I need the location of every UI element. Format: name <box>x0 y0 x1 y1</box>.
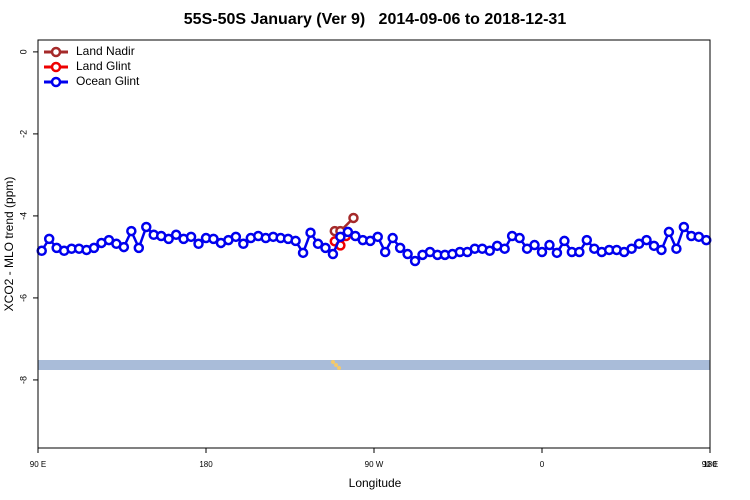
data-point <box>499 243 510 254</box>
x-tick-label: 0 <box>540 460 545 469</box>
y-tick-label: -4 <box>18 212 28 220</box>
data-point <box>126 225 137 237</box>
legend-label: Land Glint <box>76 59 131 73</box>
plot-area <box>36 212 712 267</box>
data-point <box>36 245 47 257</box>
data-point <box>320 242 331 254</box>
data-point <box>529 239 540 251</box>
x-tick-label: 90 E <box>30 460 46 469</box>
data-point <box>484 245 495 257</box>
data-point <box>536 246 548 258</box>
legend-label: Ocean Glint <box>76 74 140 88</box>
legend-marker <box>50 46 62 58</box>
data-point <box>297 247 309 259</box>
data-point <box>671 243 682 254</box>
data-point <box>551 247 563 259</box>
y-tick-label: -6 <box>18 294 28 302</box>
data-point <box>656 244 667 256</box>
data-point <box>641 234 652 246</box>
data-point <box>514 232 525 244</box>
legend-marker <box>50 61 62 73</box>
x-tick-label: 90 E <box>702 460 718 469</box>
data-point <box>342 226 354 238</box>
data-point <box>574 246 585 258</box>
mask-dot <box>334 363 338 367</box>
data-point <box>185 231 197 243</box>
x-tick-label: 180 <box>703 460 717 469</box>
data-point <box>348 212 359 224</box>
mask-dot <box>337 366 341 370</box>
data-point <box>402 248 413 260</box>
data-point <box>365 235 376 247</box>
y-tick-label: -8 <box>18 376 28 384</box>
y-tick-label: -2 <box>18 130 28 138</box>
chart-title: 55S-50S January (Ver 9) 2014-09-06 to 20… <box>184 11 567 28</box>
data-point <box>118 241 130 253</box>
data-point <box>701 234 712 246</box>
data-point <box>379 246 391 258</box>
data-point <box>394 242 406 254</box>
x-tick-label: 90 W <box>365 460 384 469</box>
data-point <box>88 242 100 254</box>
data-point <box>350 230 361 242</box>
y-tick-label: 0 <box>18 49 28 54</box>
data-point <box>626 243 637 254</box>
data-point <box>648 240 660 252</box>
data-point <box>387 232 398 244</box>
data-point <box>678 221 690 233</box>
data-point <box>372 231 383 243</box>
data-point <box>133 242 145 254</box>
mask-dot <box>331 360 335 364</box>
x-tick-label: 180 <box>199 460 213 469</box>
data-point <box>409 255 421 267</box>
data-point <box>238 238 249 250</box>
data-point <box>305 227 316 238</box>
data-point <box>208 233 219 245</box>
data-point <box>230 231 242 243</box>
data-point <box>141 221 152 233</box>
legend-marker <box>50 76 62 88</box>
data-point <box>193 238 204 250</box>
data-point <box>581 234 593 246</box>
data-point <box>327 248 339 260</box>
x-axis-label: Longitude <box>349 476 402 490</box>
data-point <box>43 233 55 245</box>
data-point <box>335 231 346 243</box>
data-point <box>544 239 555 251</box>
mask-band <box>38 360 710 370</box>
data-point <box>559 235 570 247</box>
data-point <box>290 235 301 247</box>
y-axis-label: XCO2 - MLO trend (ppm) <box>2 177 16 312</box>
data-point <box>163 233 174 245</box>
data-point <box>663 226 675 238</box>
legend-label: Land Nadir <box>76 44 135 58</box>
data-point <box>312 238 324 250</box>
data-point <box>170 229 182 241</box>
